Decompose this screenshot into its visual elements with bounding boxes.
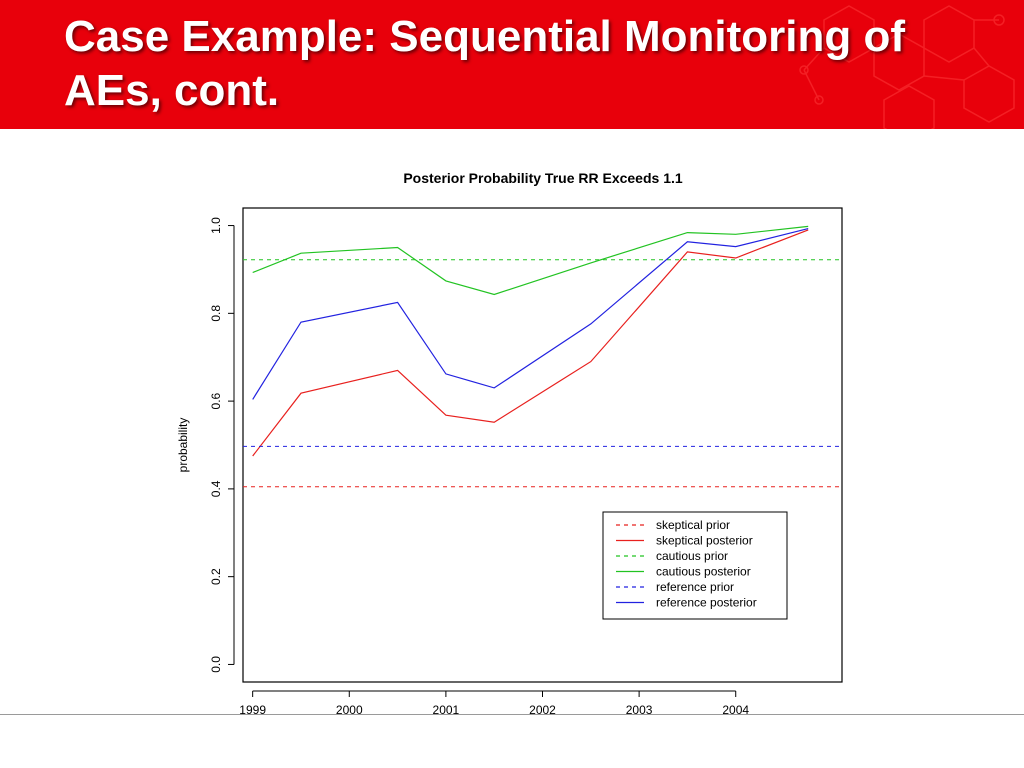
legend-box <box>602 511 788 620</box>
series-layer <box>243 225 842 488</box>
x-tick-label: 1999 <box>239 703 266 714</box>
x-tick-label: 2003 <box>626 703 653 714</box>
cautious-posterior-line <box>252 225 809 296</box>
legend-label: skeptical prior <box>656 518 730 532</box>
legend-label: skeptical posterior <box>656 534 753 548</box>
plot-frame <box>242 207 843 683</box>
legend-label: cautious posterior <box>656 565 751 579</box>
title-banner: Case Example: Sequential Monitoring of A… <box>0 0 1024 129</box>
x-tick-label: 2002 <box>529 703 556 714</box>
y-axis-label: probability <box>176 418 190 473</box>
y-tick-label: 0.0 <box>209 656 223 673</box>
legend-label: reference prior <box>656 580 734 594</box>
chart-title: Posterior Probability True RR Exceeds 1.… <box>403 170 683 186</box>
y-tick-label: 0.4 <box>209 480 223 497</box>
x-axis: 1999 2000 2001 2002 2003 2004 <box>239 690 749 714</box>
y-tick-label: 0.6 <box>209 392 223 409</box>
footer-divider <box>0 714 1024 715</box>
x-tick-label: 2000 <box>336 703 363 714</box>
y-axis: 0.0 0.2 0.4 0.6 0.8 1.0 <box>209 217 235 673</box>
posterior-probability-chart: Posterior Probability True RR Exceeds 1.… <box>176 170 843 714</box>
skeptical-posterior-line <box>252 229 809 457</box>
molecule-pattern-icon <box>799 5 1015 129</box>
legend-label: reference posterior <box>656 596 757 610</box>
y-tick-label: 0.2 <box>209 568 223 585</box>
x-tick-label: 2004 <box>722 703 749 714</box>
legend-label: cautious prior <box>656 549 728 563</box>
slide-title: Case Example: Sequential Monitoring of A… <box>64 12 906 115</box>
y-tick-label: 0.8 <box>209 305 223 322</box>
x-tick-label: 2001 <box>433 703 460 714</box>
y-tick-label: 1.0 <box>209 217 223 234</box>
reference-posterior-line <box>252 228 809 400</box>
